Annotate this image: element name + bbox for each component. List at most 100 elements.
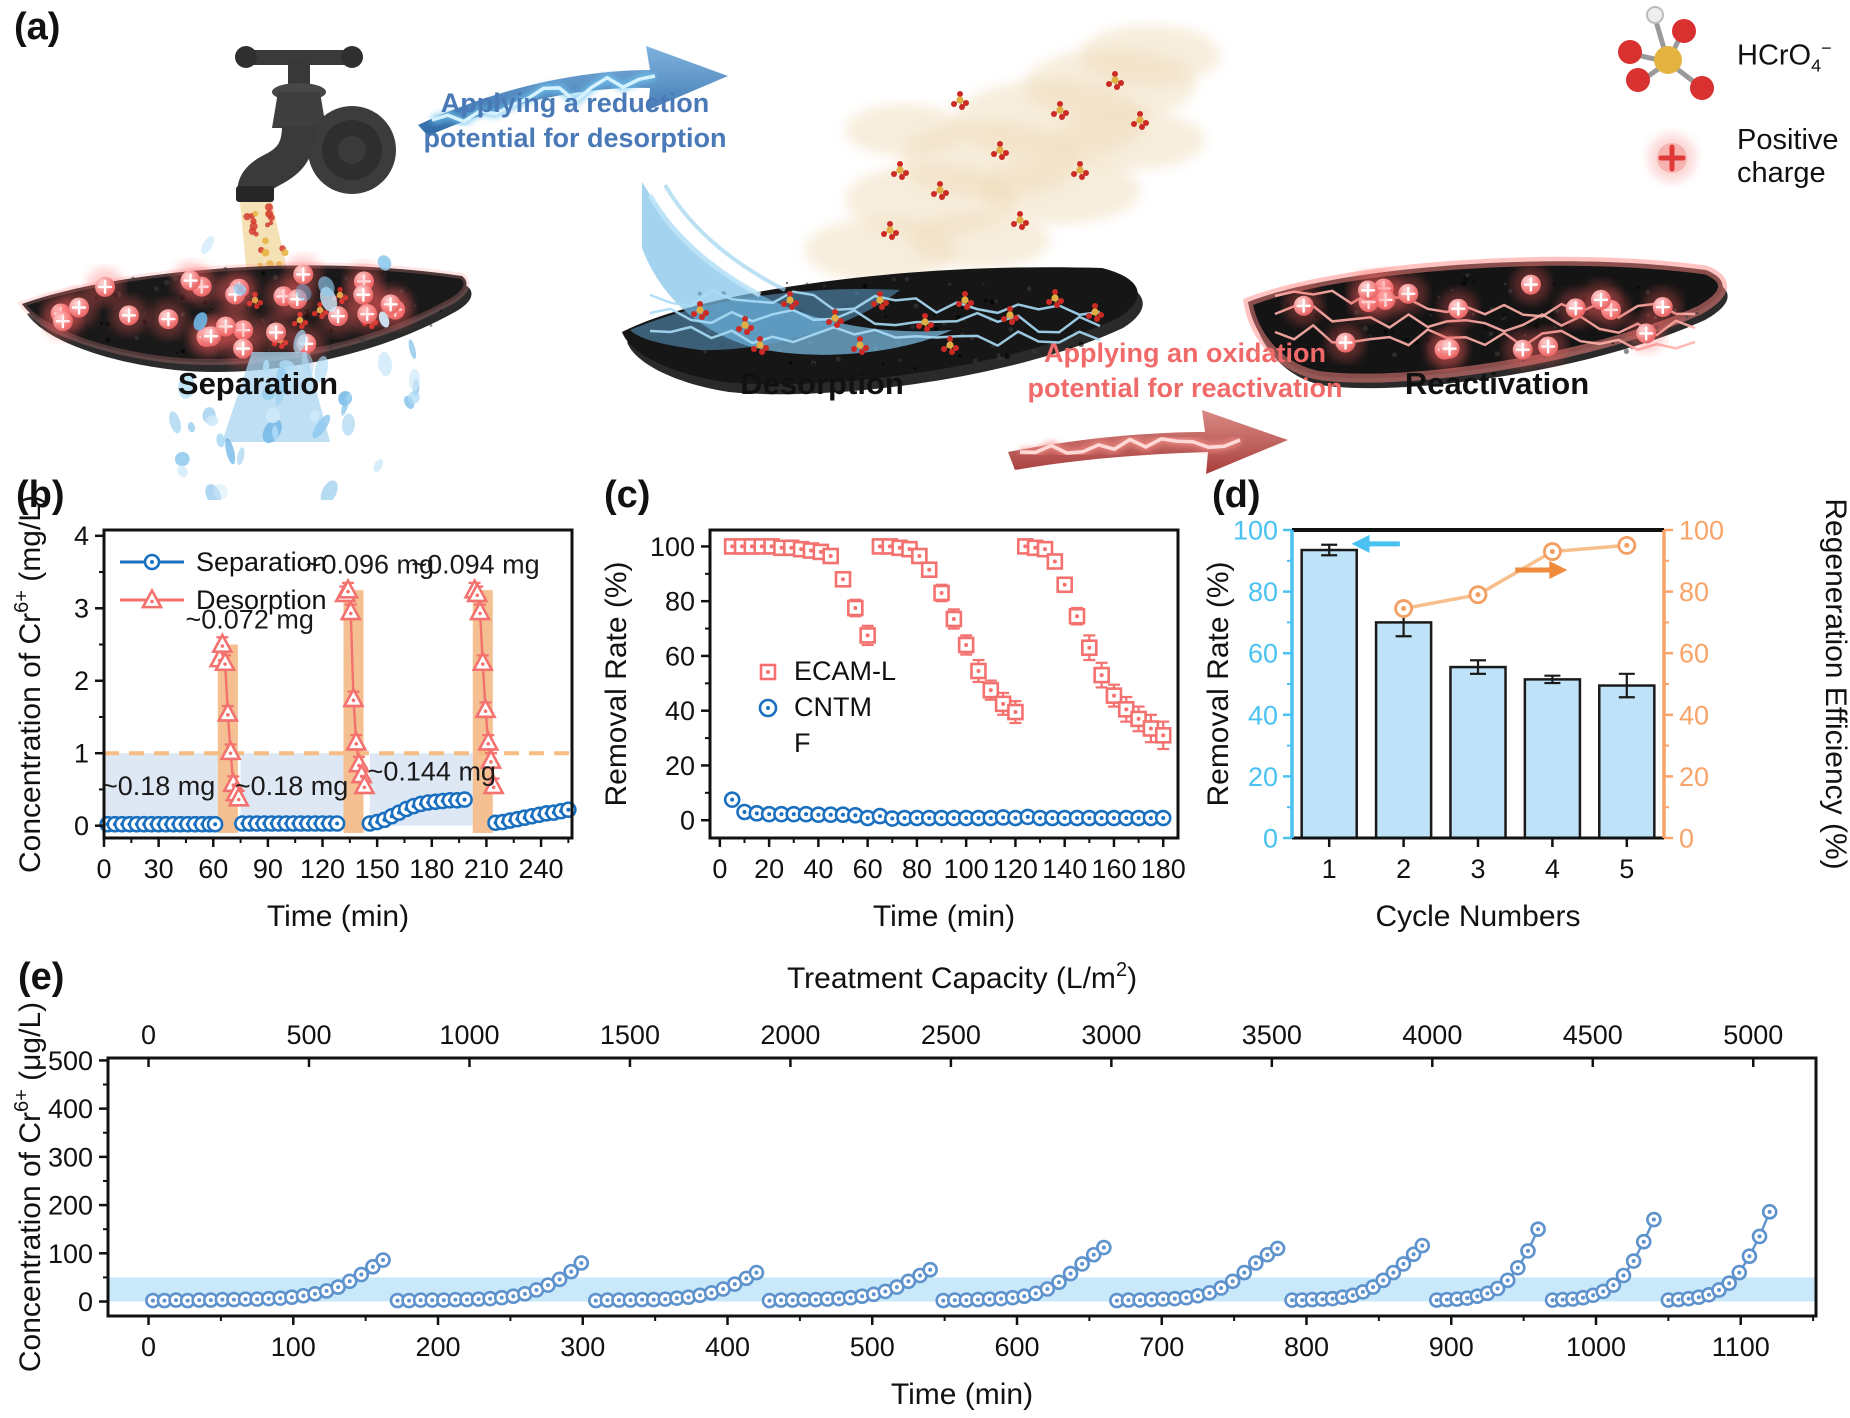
oxidation-arrow-caption: Applying an oxidation potential for reac… [1000,336,1370,406]
svg-text:Time (min): Time (min) [267,900,409,933]
chart-e-longrun: 0 100 200 300 400 500 600 700 800 900 1000 11000100… [11,959,1818,1411]
reduction-arrow-icon [418,46,728,136]
chart-b-legend: Separation Desorption [120,547,327,615]
hcro4-legend-label: HCrO4− [1737,38,1832,76]
svg-text:4: 4 [74,521,89,551]
svg-text:0: 0 [1679,823,1694,853]
svg-text:60: 60 [853,854,883,884]
svg-text:2500: 2500 [921,1020,981,1050]
svg-text:Concentration of Cr6+ (μg/L): Concentration of Cr6+ (μg/L) [11,1002,47,1372]
stage-label-desorption: Desorption [740,366,904,401]
svg-text:3: 3 [1470,854,1485,884]
svg-text:300: 300 [48,1142,93,1172]
reduction-arrow-caption: Applying a reduction potential for desor… [400,86,750,156]
svg-text:40: 40 [1679,700,1709,730]
panel-c-label: (c) [604,474,651,516]
svg-text:300: 300 [560,1332,605,1362]
svg-text:210: 210 [464,854,509,884]
positive-charge-line2: charge [1737,157,1826,189]
hcro4-sub: 4 [1811,55,1822,76]
positive-charge-legend-label: Positive charge [1737,124,1839,190]
series-cntmf [723,791,1172,827]
svg-text:400: 400 [705,1332,750,1362]
svg-text:4: 4 [1545,854,1560,884]
svg-text:Removal Rate (%): Removal Rate (%) [1202,561,1235,806]
panel-e-label: (e) [18,956,65,998]
hcro4-base: HCrO [1737,39,1812,72]
chart-d-cycles: 0 0 20 20 40 40 60 60 80 80 100 100 1 2 3 4 5 Cycle Numbe… [1202,498,1850,933]
svg-text:120: 120 [993,854,1038,884]
svg-text:Removal Rate (%): Removal Rate (%) [600,561,633,806]
axes: 0 100 200 300 400 500 600 700 800 900 1000 11000100… [11,1002,1818,1411]
svg-text:~0.144 mg: ~0.144 mg [368,757,496,787]
svg-text:0: 0 [680,806,695,836]
chart-b-concentration-vs-time: ~0.18 mg ~0.18 mg ~0.144 mg ~0.072 mg ~0.096… [11,495,577,933]
svg-text:Time (min): Time (min) [873,900,1015,933]
series-separation [99,791,577,833]
series-ecam-l [723,538,1172,751]
svg-text:60: 60 [198,854,228,884]
svg-text:3: 3 [74,594,89,624]
svg-text:40: 40 [803,854,833,884]
regeneration-efficiency-line [1394,536,1637,618]
svg-text:1: 1 [1322,854,1337,884]
svg-text:2000: 2000 [760,1020,820,1050]
svg-text:4500: 4500 [1563,1020,1623,1050]
svg-text:Concentration of Cr6+ (mg/L): Concentration of Cr6+ (mg/L) [11,495,47,873]
svg-text:Cycle Numbers: Cycle Numbers [1375,900,1580,933]
svg-text:100: 100 [650,532,695,562]
chart-b-annotations: ~0.18 mg ~0.18 mg ~0.144 mg ~0.072 mg ~0.096… [102,549,540,801]
svg-text:0: 0 [78,1287,93,1317]
series-desorption [208,577,505,807]
faucet-icon [235,46,396,202]
membrane-reactivation [1242,256,1728,389]
top-axis-treatment-capacity: 0 500 1000 1500 2000 2500 3000 3500 4000 4500 5000… [141,959,1783,1067]
svg-text:180: 180 [409,854,454,884]
panel-d-label: (d) [1212,474,1261,516]
svg-text:Separation: Separation [196,547,327,577]
svg-text:100: 100 [1233,515,1278,545]
svg-text:~0.094 mg: ~0.094 mg [411,549,539,579]
svg-text:100: 100 [944,854,989,884]
svg-text:500: 500 [850,1332,895,1362]
svg-text:Treatment Capacity (L/m2): Treatment Capacity (L/m2) [787,959,1137,995]
svg-text:F: F [794,728,811,758]
svg-text:5: 5 [1619,854,1634,884]
svg-text:~0.18 mg: ~0.18 mg [102,771,215,801]
svg-text:20: 20 [1679,762,1709,792]
stage-label-separation: Separation [177,366,339,401]
svg-text:100: 100 [1679,515,1724,545]
svg-text:CNTM: CNTM [794,692,872,722]
svg-text:100: 100 [271,1332,316,1362]
svg-text:Desorption: Desorption [196,585,327,615]
oxidation-caption-line2: potential for reactivation [1027,373,1343,404]
svg-text:240: 240 [519,854,564,884]
svg-text:500: 500 [48,1046,93,1076]
axes: 0 20 40 60 80 100 120 140 160 180020406080100Time… [600,528,1186,933]
process-schematic [17,6,1728,500]
axis-direction-arrows [1351,534,1568,580]
svg-text:80: 80 [665,587,695,617]
svg-text:900: 900 [1429,1332,1474,1362]
panel-a-label: (a) [14,6,61,48]
svg-text:80: 80 [1248,577,1278,607]
svg-text:0: 0 [141,1020,156,1050]
svg-text:2: 2 [1396,854,1411,884]
svg-text:120: 120 [300,854,345,884]
svg-text:~0.072 mg: ~0.072 mg [186,605,314,635]
clean-water-splash [169,236,420,500]
svg-text:160: 160 [1091,854,1136,884]
positive-charge-icon [1648,134,1696,182]
svg-text:Time (min): Time (min) [891,1378,1033,1411]
axes: 0 0 20 20 40 40 60 60 80 80 100 100 1 2 3 4 5 Cycle Numbe… [1202,498,1850,933]
positive-charge-line1: Positive [1737,124,1839,156]
svg-text:~0.18 mg: ~0.18 mg [235,771,348,801]
svg-text:20: 20 [1248,762,1278,792]
svg-text:20: 20 [754,854,784,884]
stage-label-reactivation: Reactivation [1404,366,1590,401]
svg-text:400: 400 [48,1094,93,1124]
chart-c-legend: ECAM-L CNTM F [758,656,896,758]
svg-text:200: 200 [48,1191,93,1221]
svg-text:20: 20 [665,751,695,781]
svg-text:~0.096 mg: ~0.096 mg [306,549,434,579]
